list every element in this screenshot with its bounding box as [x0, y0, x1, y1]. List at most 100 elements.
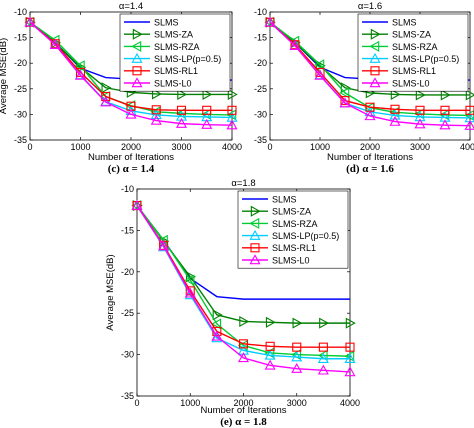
chart-panel-1: 0 1000 2000 3000 4000-10-15-20-25-30-35SLMSS… [0, 1, 242, 175]
series-line [29, 21, 233, 126]
data-point-marker [317, 364, 329, 375]
y-tick-label: -15 [14, 33, 27, 43]
data-point-marker [465, 105, 474, 115]
data-point-marker [100, 96, 112, 107]
legend-box [237, 190, 349, 269]
x-tick-label: 3000 [171, 142, 191, 152]
y-tick-label: -15 [121, 225, 134, 235]
data-point-marker [152, 88, 162, 100]
legend-label: SLMS-ZA [154, 30, 193, 40]
data-point-marker [212, 309, 223, 321]
y-tick-label: -35 [254, 135, 267, 145]
data-point-marker [389, 109, 401, 120]
legend-label: SLMS-LP(p=0.5) [392, 54, 459, 64]
panel-caption: (c) α = 1.4 [108, 163, 155, 175]
legend-label: SLMS-LP(p=0.5) [272, 231, 339, 241]
chart-panel-3: 0 1000 2000 3000 4000-10-15-20-25-30-35SLMSS… [105, 178, 360, 428]
data-point-marker [24, 16, 36, 27]
x-axis-label: Number of Iterations [200, 405, 286, 416]
data-point-marker [185, 286, 195, 296]
data-point-marker [150, 114, 162, 125]
data-point-marker [344, 366, 356, 377]
x-axis-label: Number of Iterations [88, 152, 174, 163]
data-point-marker [184, 287, 196, 298]
panel-caption: (d) α = 1.6 [346, 163, 394, 175]
x-tick-label: 4000 [340, 398, 360, 408]
y-tick-label: -20 [121, 267, 134, 277]
legend-marker [370, 28, 381, 40]
y-axis-label: Average MSE(dB) [0, 38, 9, 114]
x-tick-label: 2000 [121, 142, 141, 152]
legend-marker [370, 66, 380, 76]
data-point-marker [339, 97, 351, 108]
legend-label: SLMS [392, 17, 417, 27]
legend-marker [249, 229, 261, 240]
data-point-marker [292, 317, 303, 329]
data-point-marker [390, 104, 400, 114]
data-point-marker [291, 351, 303, 362]
data-point-marker [415, 89, 426, 101]
x-tick-label: 3000 [287, 398, 307, 408]
data-point-marker [440, 105, 450, 115]
data-point-marker [176, 105, 187, 115]
x-tick-label: 4000 [460, 142, 474, 152]
legend-label: SLMS-RZA [154, 42, 200, 52]
legend-marker [369, 52, 381, 63]
panel-title: α=1.6 [358, 1, 382, 12]
y-tick-label: -35 [14, 135, 27, 145]
y-tick-label: -30 [121, 350, 134, 360]
legend-marker [250, 205, 261, 217]
legend-label: SLMS-RL1 [154, 66, 198, 76]
legend: SLMS SLMS-ZA SLMS-RZA SLMS-LP(p=0.5) SLMS-RL… [357, 13, 469, 92]
y-tick-label: -35 [121, 391, 134, 401]
series-line [269, 21, 470, 112]
x-tick-label: 1000 [310, 142, 330, 152]
legend-marker [131, 52, 143, 63]
legend-label: SLMS-RZA [392, 42, 438, 52]
y-tick-label: -25 [254, 84, 267, 94]
legend-marker [369, 40, 380, 52]
data-point-marker [289, 40, 301, 51]
data-point-marker [239, 315, 250, 328]
data-point-marker [292, 342, 302, 352]
series-line [29, 21, 232, 112]
y-tick-label: -25 [14, 84, 27, 94]
data-point-marker [177, 88, 188, 100]
y-axis-label: Average MSE(dB) [105, 254, 116, 330]
legend-label: SLMS-RZA [272, 219, 318, 229]
x-tick-label: 4000 [222, 142, 242, 152]
legend-marker [132, 28, 143, 40]
legend-label: SLMS-LP(p=0.5) [154, 54, 221, 64]
chart-panel-2: 01000200030004000-10-15-20-25-30-35SLMSS… [254, 1, 474, 175]
legend-marker [250, 243, 260, 253]
data-point-marker [465, 89, 474, 101]
data-point-marker [150, 109, 162, 120]
legend-label: SLMS-ZA [272, 207, 311, 217]
y-tick-label: -10 [254, 7, 267, 17]
legend-label: SLMS [272, 194, 297, 204]
y-tick-label: -15 [254, 33, 267, 43]
data-point-marker [344, 353, 356, 363]
panel-title: α=1.4 [119, 1, 143, 12]
data-point-marker [101, 91, 111, 102]
y-tick-label: -30 [254, 109, 267, 119]
data-point-marker [125, 108, 137, 119]
legend-label: SLMS-ZA [392, 30, 431, 40]
data-point-marker [227, 105, 237, 115]
legend-marker [369, 77, 381, 88]
data-point-marker [318, 342, 328, 352]
data-point-marker [364, 110, 376, 121]
legend-label: SLMS-RL1 [272, 243, 316, 253]
data-point-marker [74, 69, 87, 80]
panel-caption: (e) α = 1.8 [220, 416, 267, 428]
y-tick-label: -20 [254, 58, 267, 68]
data-point-marker [202, 105, 212, 115]
data-point-marker [101, 82, 112, 94]
data-point-marker [237, 352, 250, 363]
data-point-marker [158, 240, 170, 251]
legend-box [357, 13, 469, 92]
data-point-marker [339, 87, 350, 99]
data-point-marker [151, 105, 161, 115]
data-point-marker [49, 39, 61, 49]
